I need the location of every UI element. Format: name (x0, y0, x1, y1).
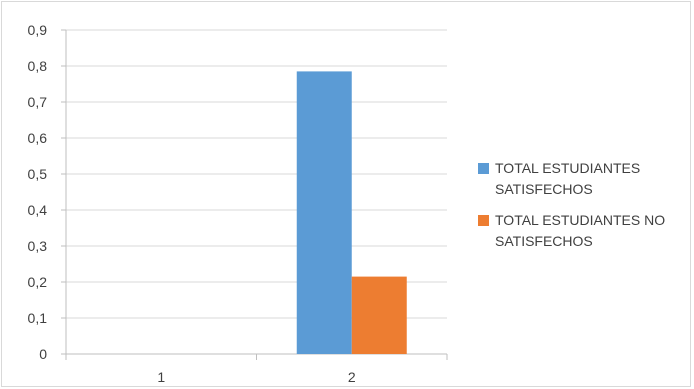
y-tick-label: 0,2 (28, 274, 48, 290)
legend-swatch-satisfechos (478, 163, 489, 174)
bar-no-satisfechos (351, 276, 407, 354)
y-tick-label: 0,5 (28, 166, 48, 182)
y-tick-label: 0,1 (28, 310, 48, 326)
y-tick-label: 0,6 (28, 130, 48, 146)
y-tick-label: 0,3 (28, 238, 48, 254)
legend-swatch-no-satisfechos (478, 215, 489, 226)
legend-item-no-satisfechos: TOTAL ESTUDIANTES NO SATISFECHOS (478, 210, 688, 252)
y-tick-label: 0,7 (28, 94, 48, 110)
y-tick-label: 0,4 (28, 202, 48, 218)
y-tick-label: 0,9 (28, 22, 48, 38)
legend-item-satisfechos: TOTAL ESTUDIANTES SATISFECHOS (478, 158, 688, 200)
x-tick-label: 2 (348, 369, 356, 385)
legend-label-no-satisfechos: TOTAL ESTUDIANTES NO SATISFECHOS (495, 212, 666, 249)
y-tick-label: 0 (39, 346, 47, 362)
y-tick-label: 0,8 (28, 58, 48, 74)
x-tick-label: 1 (157, 369, 165, 385)
bar-satisfechos (296, 71, 352, 355)
legend-label-satisfechos: TOTAL ESTUDIANTES SATISFECHOS (495, 160, 641, 197)
chart-legend: TOTAL ESTUDIANTES SATISFECHOS TOTAL ESTU… (478, 158, 688, 262)
